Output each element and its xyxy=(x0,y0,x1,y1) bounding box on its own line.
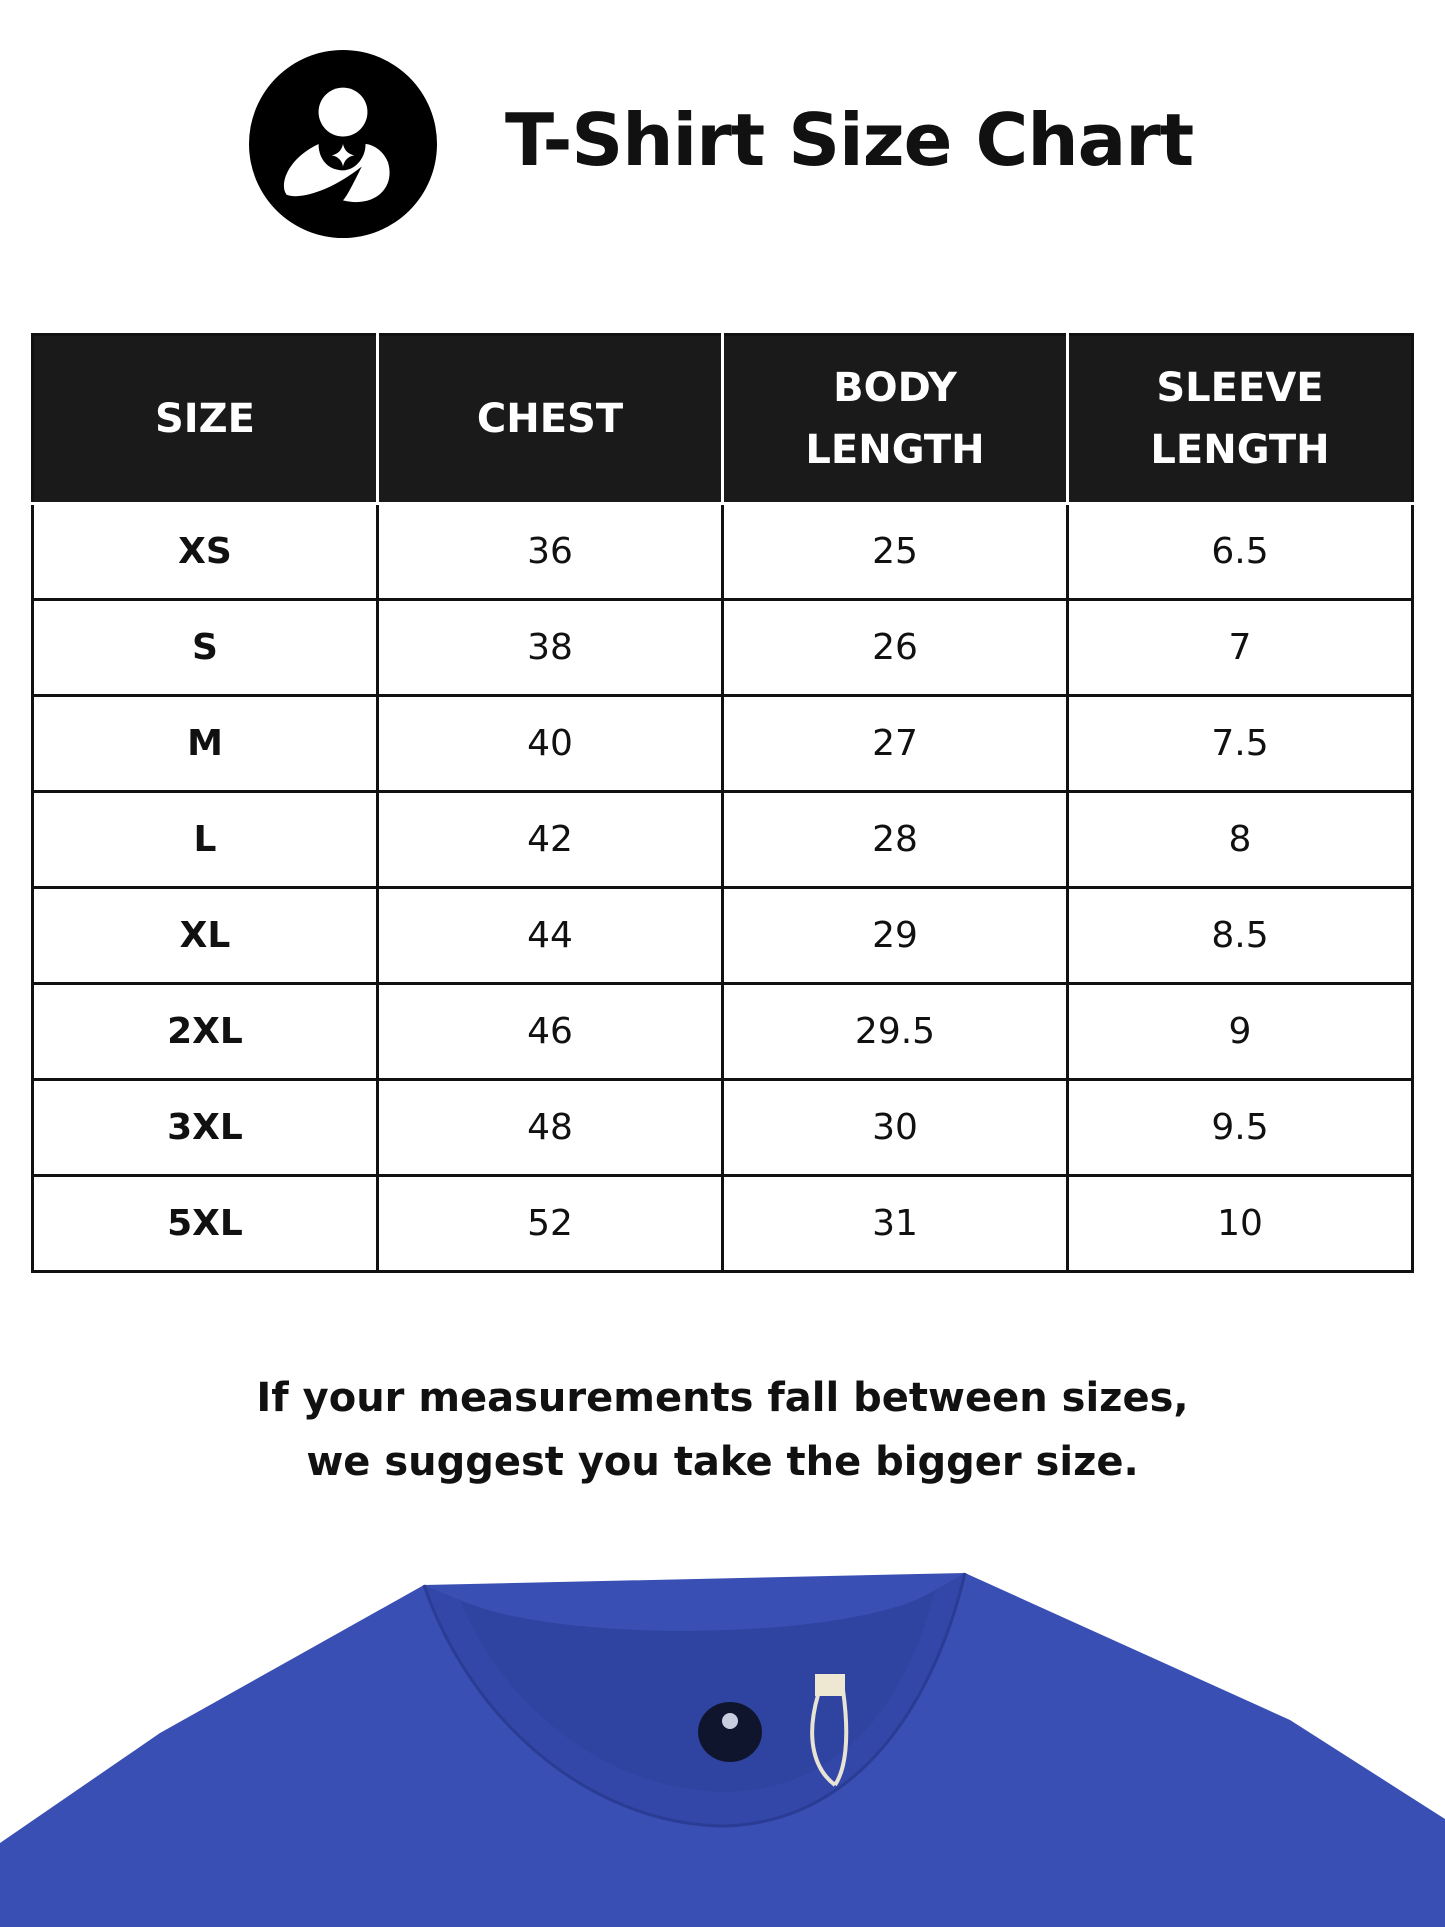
neck-logo-label xyxy=(698,1702,762,1762)
table-row: L 42 28 8 xyxy=(31,790,1414,889)
sizing-note: If your measurements fall between sizes,… xyxy=(0,1366,1445,1494)
tshirt-photo xyxy=(0,1572,1445,1927)
cell-sleeve-length: 10 xyxy=(1066,1174,1414,1273)
cell-sleeve-length: 9 xyxy=(1066,982,1414,1081)
cell-size: S xyxy=(31,598,379,697)
cell-body-length: 30 xyxy=(721,1078,1069,1177)
cell-sleeve-length: 9.5 xyxy=(1066,1078,1414,1177)
cell-body-length: 28 xyxy=(721,790,1069,889)
table-row: S 38 26 7 xyxy=(31,598,1414,697)
table-row: M 40 27 7.5 xyxy=(31,694,1414,793)
cell-chest: 40 xyxy=(376,694,724,793)
column-header-body-length: BODY LENGTH xyxy=(721,333,1069,505)
cell-chest: 44 xyxy=(376,886,724,985)
column-header-chest: CHEST xyxy=(376,333,724,505)
table-row: 5XL 52 31 10 xyxy=(31,1174,1414,1273)
table-header-row: SIZE CHEST BODY LENGTH SLEEVE LENGTH xyxy=(31,333,1414,505)
sizing-note-line-2: we suggest you take the bigger size. xyxy=(306,1439,1139,1485)
table-row: XL 44 29 8.5 xyxy=(31,886,1414,985)
cell-body-length: 27 xyxy=(721,694,1069,793)
cell-size: 2XL xyxy=(31,982,379,1081)
cell-size: M xyxy=(31,694,379,793)
cell-sleeve-length: 8 xyxy=(1066,790,1414,889)
cell-size: L xyxy=(31,790,379,889)
cell-chest: 48 xyxy=(376,1078,724,1177)
brand-logo xyxy=(249,50,437,238)
cell-size: 5XL xyxy=(31,1174,379,1273)
cell-chest: 38 xyxy=(376,598,724,697)
page-title: T-Shirt Size Chart xyxy=(505,98,1194,182)
cell-sleeve-length: 7.5 xyxy=(1066,694,1414,793)
column-header-size: SIZE xyxy=(31,333,379,505)
cell-chest: 36 xyxy=(376,502,724,601)
cell-body-length: 25 xyxy=(721,502,1069,601)
cell-body-length: 26 xyxy=(721,598,1069,697)
table-row: 3XL 48 30 9.5 xyxy=(31,1078,1414,1177)
cell-size: 3XL xyxy=(31,1078,379,1177)
cell-sleeve-length: 8.5 xyxy=(1066,886,1414,985)
size-chart-table: SIZE CHEST BODY LENGTH SLEEVE LENGTH XS 36 2… xyxy=(31,333,1414,1273)
cell-sleeve-length: 6.5 xyxy=(1066,502,1414,601)
column-header-sleeve-length: SLEEVE LENGTH xyxy=(1066,333,1414,505)
cell-chest: 46 xyxy=(376,982,724,1081)
table-row: 2XL 46 29.5 9 xyxy=(31,982,1414,1081)
table-row: XS 36 25 6.5 xyxy=(31,502,1414,601)
cell-chest: 42 xyxy=(376,790,724,889)
cell-body-length: 29 xyxy=(721,886,1069,985)
cell-body-length: 31 xyxy=(721,1174,1069,1273)
cell-size: XL xyxy=(31,886,379,985)
cell-body-length: 29.5 xyxy=(721,982,1069,1081)
cell-chest: 52 xyxy=(376,1174,724,1273)
cell-sleeve-length: 7 xyxy=(1066,598,1414,697)
sizing-note-line-1: If your measurements fall between sizes, xyxy=(256,1375,1189,1421)
cell-size: XS xyxy=(31,502,379,601)
